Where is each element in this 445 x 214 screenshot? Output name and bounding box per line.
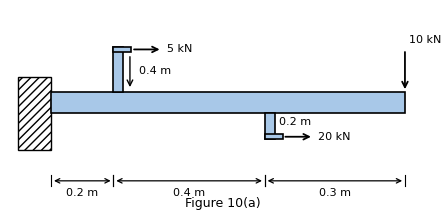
Text: Figure 10(a): Figure 10(a) xyxy=(185,197,260,210)
Bar xyxy=(113,47,123,92)
Bar xyxy=(18,77,51,150)
Bar xyxy=(51,92,405,113)
Text: 0.2 m: 0.2 m xyxy=(66,188,98,198)
Bar xyxy=(265,134,283,139)
Text: 5 kN: 5 kN xyxy=(167,45,192,54)
Text: 0.3 m: 0.3 m xyxy=(319,188,351,198)
Text: 20 kN: 20 kN xyxy=(318,132,351,142)
Text: 0.4 m: 0.4 m xyxy=(173,188,205,198)
Text: 10 kN: 10 kN xyxy=(409,35,442,45)
Bar xyxy=(113,47,131,52)
Text: 0.4 m: 0.4 m xyxy=(139,66,171,76)
Text: 0.2 m: 0.2 m xyxy=(279,117,311,127)
Bar xyxy=(265,113,275,139)
